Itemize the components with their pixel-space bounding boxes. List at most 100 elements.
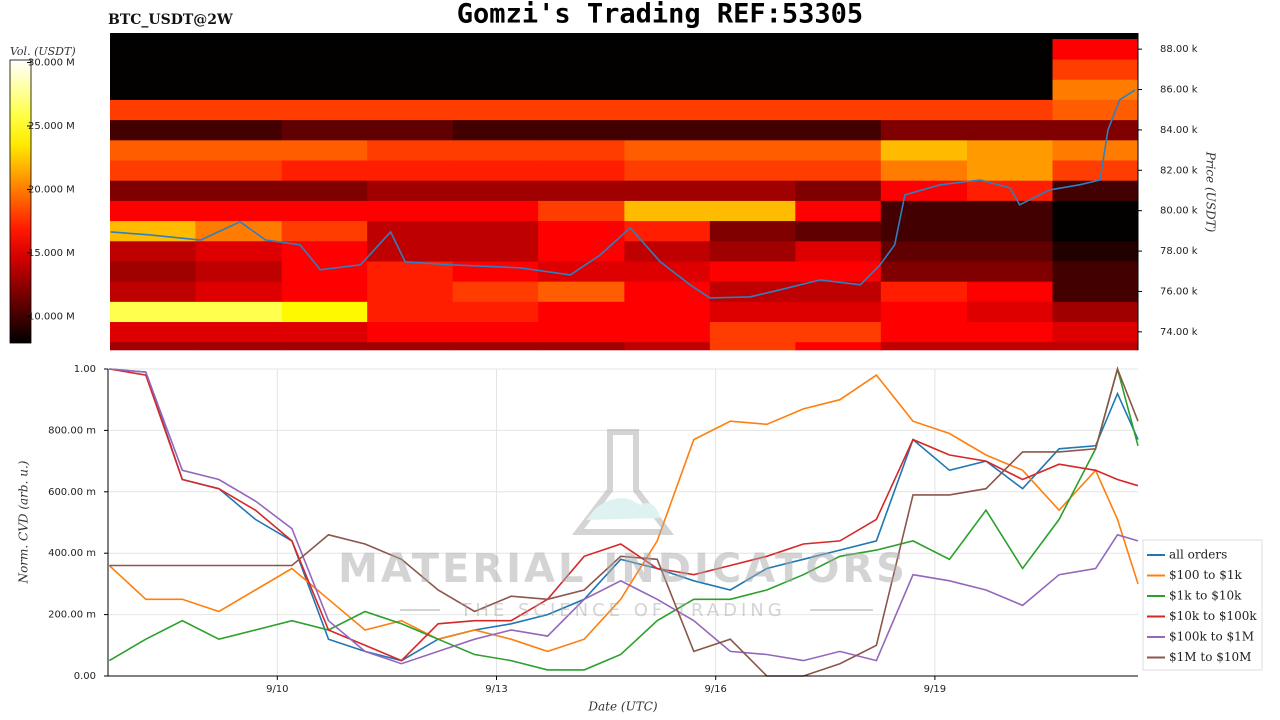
colorbar-tick-label: 30.000 M bbox=[28, 58, 75, 69]
heatmap-cell bbox=[709, 220, 796, 242]
heatmap-cell bbox=[281, 79, 368, 100]
y-tick-label: 82.00 k bbox=[1160, 165, 1198, 176]
y-tick-label: 78.00 k bbox=[1160, 246, 1198, 257]
x-tick-label: 9/13 bbox=[485, 684, 507, 695]
legend-label: $1M to $10M bbox=[1169, 650, 1251, 664]
heatmap-cell bbox=[110, 341, 196, 351]
heatmap-cell bbox=[624, 119, 711, 141]
heatmap-cell bbox=[110, 301, 196, 323]
chart-title: Gomzi's Trading REF:53305 bbox=[457, 0, 863, 30]
heatmap-cell bbox=[624, 59, 711, 80]
heatmap-cell bbox=[367, 281, 454, 302]
heatmap-cell bbox=[367, 39, 454, 60]
heatmap-cell bbox=[452, 140, 539, 161]
heatmap-cell bbox=[880, 180, 968, 201]
colorbar-tick-label: 10.000 M bbox=[28, 311, 75, 322]
heatmap-cell bbox=[880, 200, 968, 222]
legend-box bbox=[1142, 539, 1263, 671]
heatmap-cell bbox=[1052, 200, 1139, 222]
heatmap-cell bbox=[709, 99, 796, 121]
heatmap-cell bbox=[795, 79, 882, 100]
heatmap-cell bbox=[795, 200, 882, 222]
heatmap-cell bbox=[452, 39, 539, 60]
heatmap-cell bbox=[538, 99, 625, 121]
heatmap-cell bbox=[452, 59, 539, 80]
heatmap-cell bbox=[967, 99, 1054, 121]
legend-label: $1k to $10k bbox=[1169, 589, 1242, 603]
heatmap-cell bbox=[538, 39, 625, 60]
heatmap-cell bbox=[110, 220, 196, 242]
heatmap-cell bbox=[709, 281, 796, 302]
heatmap-cell bbox=[880, 59, 968, 80]
heatmap-cell bbox=[795, 99, 882, 121]
colorbar bbox=[9, 59, 32, 344]
heatmap-cell bbox=[880, 99, 968, 121]
heatmap-cell bbox=[452, 200, 539, 222]
heatmap-cell bbox=[967, 301, 1054, 323]
heatmap-cell bbox=[452, 160, 539, 181]
heatmap-cell bbox=[367, 220, 454, 242]
heatmap-cell bbox=[709, 140, 796, 161]
x-axis-label: Date (UTC) bbox=[587, 700, 657, 714]
heatmap-cell bbox=[281, 261, 368, 282]
heatmap-cell bbox=[880, 79, 968, 100]
heatmap-cell bbox=[709, 261, 796, 282]
heatmap-cell bbox=[367, 200, 454, 222]
heatmap-cell bbox=[880, 301, 968, 323]
heatmap-cell bbox=[967, 119, 1054, 141]
heatmap-cell bbox=[110, 39, 196, 60]
heatmap-cell bbox=[624, 99, 711, 121]
heatmap-cell bbox=[367, 321, 454, 343]
heatmap-cell bbox=[624, 261, 711, 282]
heatmap-cell bbox=[110, 140, 196, 161]
heatmap-cell bbox=[538, 321, 625, 343]
heatmap-cell bbox=[880, 281, 968, 302]
heatmap-cell bbox=[367, 301, 454, 323]
heatmap-cell bbox=[709, 341, 796, 351]
heatmap-cell bbox=[538, 301, 625, 323]
heatmap-cell bbox=[195, 79, 283, 100]
heatmap-cell bbox=[110, 321, 196, 343]
heatmap-cell bbox=[538, 119, 625, 141]
heatmap-cell bbox=[795, 281, 882, 302]
heatmap-cell bbox=[1052, 39, 1139, 60]
heatmap-cell bbox=[452, 79, 539, 100]
heatmap-cell bbox=[281, 240, 368, 262]
series-line bbox=[109, 368, 1139, 662]
heatmap-cell bbox=[110, 261, 196, 282]
heatmap-cell bbox=[1052, 59, 1139, 80]
heatmap-cell bbox=[795, 140, 882, 161]
heatmap-cell bbox=[967, 261, 1054, 282]
heatmap-cell bbox=[452, 220, 539, 242]
heatmap-cell bbox=[195, 99, 283, 121]
heatmap-cell bbox=[538, 140, 625, 161]
y-tick-label: 88.00 k bbox=[1160, 44, 1198, 55]
colorbar-label: Vol. (USDT) bbox=[10, 45, 76, 58]
heatmap-cell bbox=[1052, 220, 1139, 242]
heatmap-cell bbox=[795, 261, 882, 282]
heatmap-cell bbox=[967, 281, 1054, 302]
heatmap-cell bbox=[281, 200, 368, 222]
heatmap-cell bbox=[281, 160, 368, 181]
series-line bbox=[108, 374, 1139, 653]
heatmap-cell bbox=[538, 79, 625, 100]
heatmap-cell bbox=[795, 59, 882, 80]
heatmap-cell bbox=[1052, 119, 1139, 141]
y-tick-label: 200.00 m bbox=[48, 610, 96, 621]
y-axis-label: Price (USDT) bbox=[1204, 151, 1218, 233]
y-tick-label: 76.00 k bbox=[1160, 286, 1198, 297]
legend-label: all orders bbox=[1169, 548, 1227, 562]
heatmap-cell bbox=[967, 39, 1054, 60]
series-line bbox=[109, 366, 1139, 677]
y-tick-label: 600.00 m bbox=[48, 487, 96, 498]
heatmap-cell bbox=[195, 140, 283, 161]
heatmap-cell bbox=[281, 180, 368, 201]
heatmap-cell bbox=[367, 240, 454, 262]
heatmap-cell bbox=[624, 140, 711, 161]
heatmap-cell bbox=[110, 59, 196, 80]
heatmap-cell bbox=[709, 160, 796, 181]
series-line bbox=[109, 368, 1139, 665]
y-tick-label: 86.00 k bbox=[1160, 85, 1198, 96]
heatmap-cell bbox=[367, 261, 454, 282]
heatmap-cell bbox=[538, 160, 625, 181]
